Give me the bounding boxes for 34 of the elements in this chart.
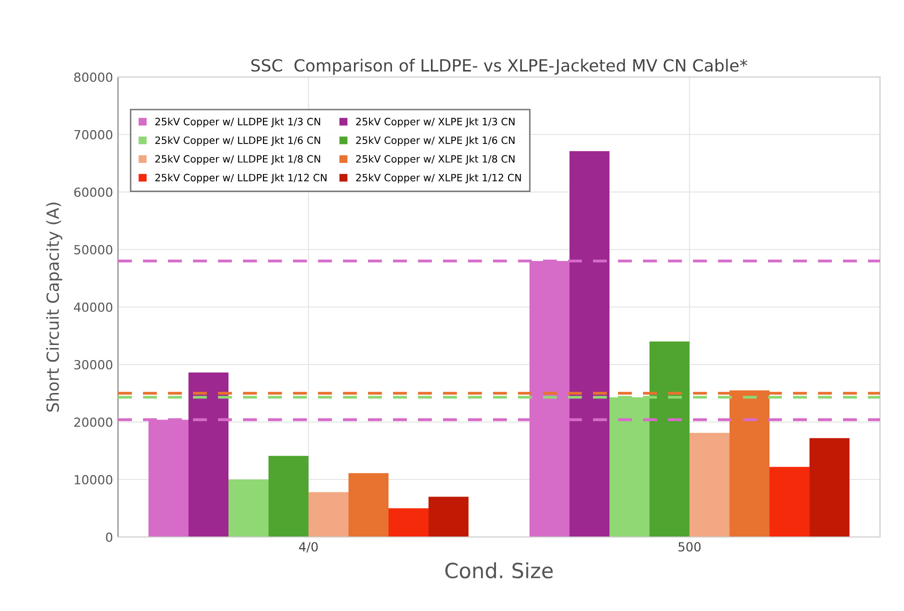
y-tick-label: 20000 [74,417,112,427]
y-tick-label: 60000 [74,187,112,197]
y-tick-label: 50000 [74,244,112,254]
bar [188,372,228,537]
bar [348,473,389,537]
bar [428,496,469,537]
bar [268,456,308,537]
y-tick-label: 0 [106,532,112,542]
bar [690,432,730,537]
bar [810,438,850,537]
y-tick-label: 70000 [74,130,112,140]
bar [649,342,690,537]
bar [770,466,810,537]
chart-title: SSC Comparison of LLDPE- vs XLPE-Jacketed MV CN Cable* [251,58,748,75]
legend-label: 25kV Copper w/ XLPE Jkt 1/6 CN [356,136,514,146]
legend-label: 25kV Copper w/ LLDPE Jkt 1/3 CN [155,118,320,128]
legend-label: 25kV Copper w/ LLDPE Jkt 1/8 CN [155,154,320,165]
y-axis-title: Short Circuit Capacity (A) [46,202,62,412]
bar [569,151,610,537]
x-axis-title: Cond. Size [445,562,553,578]
legend-label: 25kV Copper w/ XLPE Jkt 1/12 CN [356,174,521,184]
x-tick-label: 4/0 [299,542,318,553]
y-tick-label: 10000 [74,474,112,484]
legend-label: 25kV Copper w/ XLPE Jkt 1/8 CN [356,154,514,165]
y-tick-label: 80000 [74,72,112,82]
y-tick-label: 30000 [74,360,112,370]
bar [228,480,268,537]
legend-label: 25kV Copper w/ LLDPE Jkt 1/6 CN [155,136,320,146]
x-tick-label: 500 [678,542,701,552]
bar [388,508,429,537]
legend-label: 25kV Copper w/ XLPE Jkt 1/3 CN [356,118,514,128]
bar [308,492,349,537]
y-tick-label: 40000 [74,302,112,312]
legend-label: 25kV Copper w/ LLDPE Jkt 1/12 CN [155,174,326,184]
